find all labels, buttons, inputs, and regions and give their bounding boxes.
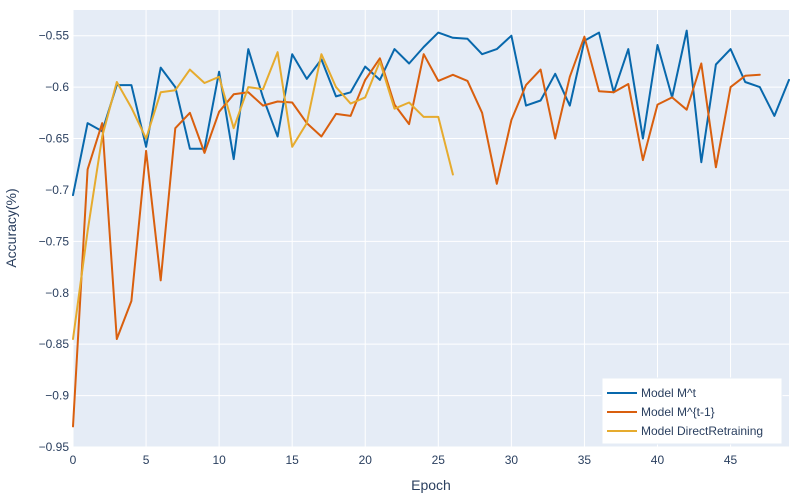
y-tick-label: −0.9 [45,389,69,403]
x-tick-label: 10 [212,453,226,467]
legend-label: Model DirectRetraining [641,424,763,438]
plot-background [73,10,789,447]
x-gridlines [72,10,732,447]
series-line-0 [72,29,790,197]
legend: Model M^t Model M^{t-1} Model DirectRetrai… [601,377,783,445]
x-tick-label: 30 [505,453,519,467]
legend-label: Model M^t [641,386,697,400]
x-tick-label: 15 [286,453,300,467]
y-tick-label: −0.8 [45,286,69,300]
x-tick-label: 0 [70,453,77,467]
y-tick-label: −0.95 [39,440,70,454]
y-tick-label: −0.6 [45,80,69,94]
x-tick-label: 20 [359,453,373,467]
x-tick-label: 40 [651,453,665,467]
x-tick-label: 5 [143,453,150,467]
y-axis-title: Accuracy(%) [3,188,19,267]
y-tick-label: −0.85 [39,337,70,351]
x-tick-label: 45 [724,453,738,467]
y-gridlines [73,35,789,448]
x-tick-label: 35 [578,453,592,467]
x-tick-labels: 0 5 10 15 20 25 30 35 40 45 [70,453,738,467]
y-tick-label: −0.55 [39,29,70,43]
series-lines [72,29,790,428]
x-axis-title: Epoch [411,477,451,493]
y-tick-label: −0.7 [45,183,69,197]
x-tick-label: 25 [432,453,446,467]
y-tick-label: −0.75 [39,234,70,248]
legend-label: Model M^{t-1} [641,405,715,419]
y-tick-label: −0.65 [39,132,70,146]
y-tick-labels: −0.95 −0.9 −0.85 −0.8 −0.75 −0.7 −0.65 −0.6 −0.5… [39,29,70,454]
series-line-1 [72,35,761,428]
